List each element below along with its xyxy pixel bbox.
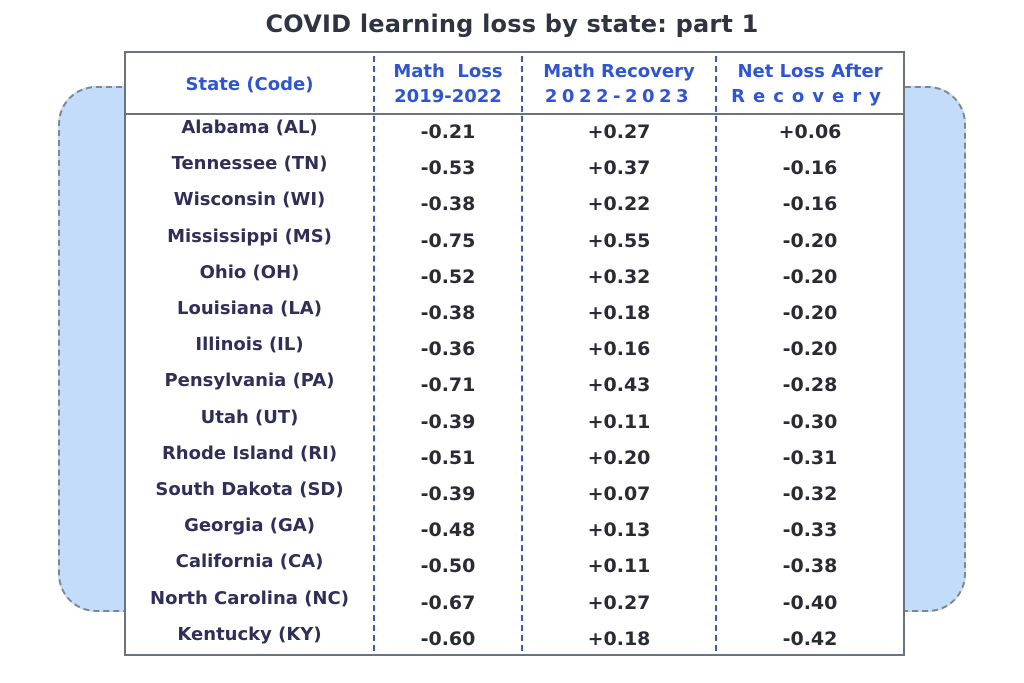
table-row: Ohio (OH) -0.52 +0.32 -0.20 bbox=[126, 259, 903, 295]
table-row: Louisiana (LA) -0.38 +0.18 -0.20 bbox=[126, 295, 903, 331]
column-header-line: State (Code) bbox=[185, 73, 314, 95]
header-divider bbox=[126, 113, 903, 115]
math-recovery-cell: +0.22 bbox=[587, 193, 651, 216]
table-row: Pensylvania (PA) -0.71 +0.43 -0.28 bbox=[126, 367, 903, 403]
state-cell: California (CA) bbox=[175, 551, 324, 573]
column-header-math-recovery: Math Recovery 2022-2023 bbox=[523, 57, 715, 111]
table-row: South Dakota (SD) -0.39 +0.07 -0.32 bbox=[126, 476, 903, 512]
math-loss-cell: -0.21 bbox=[420, 121, 476, 143]
math-loss-cell: -0.39 bbox=[420, 410, 476, 433]
table-row: Tennessee (TN) -0.53 +0.37 -0.16 bbox=[126, 150, 903, 186]
column-header-line: Recovery bbox=[731, 86, 889, 107]
column-header-state: State (Code) bbox=[126, 57, 373, 111]
state-cell: North Carolina (NC) bbox=[150, 587, 349, 609]
net-loss-cell: -0.20 bbox=[782, 302, 838, 324]
net-loss-cell: -0.42 bbox=[782, 627, 838, 650]
state-cell: South Dakota (SD) bbox=[155, 479, 344, 500]
table-row: Utah (UT) -0.39 +0.11 -0.30 bbox=[126, 404, 903, 440]
column-divider bbox=[373, 56, 375, 651]
math-loss-cell: -0.38 bbox=[420, 193, 476, 216]
math-loss-cell: -0.39 bbox=[420, 483, 476, 505]
column-header-net-loss: Net Loss After Recovery bbox=[717, 57, 903, 111]
math-recovery-cell: +0.18 bbox=[587, 302, 651, 324]
state-cell: Pensylvania (PA) bbox=[164, 370, 335, 392]
math-recovery-cell: +0.07 bbox=[587, 483, 651, 505]
table-row: Alabama (AL) -0.21 +0.27 +0.06 bbox=[126, 114, 903, 150]
math-loss-cell: -0.48 bbox=[420, 519, 476, 542]
column-header-math-loss: Math Loss 2019-2022 bbox=[375, 57, 521, 111]
table-row: North Carolina (NC) -0.67 +0.27 -0.40 bbox=[126, 585, 903, 621]
math-recovery-cell: +0.27 bbox=[587, 591, 651, 614]
net-loss-cell: -0.20 bbox=[782, 265, 838, 288]
column-divider bbox=[521, 56, 523, 651]
math-loss-cell: -0.60 bbox=[420, 627, 476, 650]
math-recovery-cell: +0.37 bbox=[587, 157, 651, 180]
net-loss-cell: -0.38 bbox=[782, 555, 838, 578]
math-loss-cell: -0.51 bbox=[420, 446, 476, 469]
data-table: State (Code) Math Loss 2019-2022 Math Re… bbox=[124, 51, 905, 656]
math-loss-cell: -0.50 bbox=[420, 555, 476, 578]
math-loss-cell: -0.53 bbox=[420, 157, 476, 180]
table-row: Kentucky (KY) -0.60 +0.18 -0.42 bbox=[126, 621, 903, 657]
column-header-line: 2022-2023 bbox=[544, 86, 694, 107]
state-cell: Kentucky (KY) bbox=[177, 623, 322, 645]
state-cell: Louisiana (LA) bbox=[177, 298, 322, 319]
math-recovery-cell: +0.11 bbox=[587, 410, 651, 433]
net-loss-cell: +0.06 bbox=[778, 121, 842, 143]
column-header-line: Net Loss After bbox=[737, 61, 883, 82]
math-recovery-cell: +0.16 bbox=[587, 338, 651, 361]
state-cell: Wisconsin (WI) bbox=[173, 189, 326, 211]
state-cell: Georgia (GA) bbox=[184, 515, 315, 537]
math-recovery-cell: +0.27 bbox=[587, 121, 651, 143]
table-row: California (CA) -0.50 +0.11 -0.38 bbox=[126, 548, 903, 584]
table-row: Rhode Island (RI) -0.51 +0.20 -0.31 bbox=[126, 440, 903, 476]
math-recovery-cell: +0.32 bbox=[587, 265, 651, 288]
net-loss-cell: -0.16 bbox=[782, 193, 838, 216]
net-loss-cell: -0.32 bbox=[782, 483, 838, 505]
table-row: Georgia (GA) -0.48 +0.13 -0.33 bbox=[126, 512, 903, 548]
state-cell: Mississippi (MS) bbox=[167, 225, 332, 247]
state-cell: Rhode Island (RI) bbox=[161, 442, 338, 464]
table-row: Mississippi (MS) -0.75 +0.55 -0.20 bbox=[126, 223, 903, 259]
table-row: Illinois (IL) -0.36 +0.16 -0.20 bbox=[126, 331, 903, 367]
net-loss-cell: -0.30 bbox=[782, 410, 838, 433]
column-header-line: 2019-2022 bbox=[394, 86, 502, 107]
state-cell: Illinois (IL) bbox=[195, 334, 304, 356]
column-header-line: Math Recovery bbox=[543, 61, 695, 82]
math-loss-cell: -0.36 bbox=[420, 338, 476, 361]
math-loss-cell: -0.38 bbox=[420, 302, 476, 324]
math-recovery-cell: +0.18 bbox=[587, 627, 651, 650]
net-loss-cell: -0.40 bbox=[782, 591, 838, 614]
math-loss-cell: -0.71 bbox=[420, 374, 476, 397]
column-divider bbox=[715, 56, 717, 651]
net-loss-cell: -0.20 bbox=[782, 338, 838, 361]
state-cell: Ohio (OH) bbox=[199, 261, 300, 283]
net-loss-cell: -0.20 bbox=[782, 229, 838, 252]
math-recovery-cell: +0.20 bbox=[587, 446, 651, 469]
state-cell: Tennessee (TN) bbox=[171, 153, 328, 175]
math-recovery-cell: +0.11 bbox=[587, 555, 651, 578]
column-header-line: Math Loss bbox=[393, 61, 503, 82]
math-loss-cell: -0.75 bbox=[420, 229, 476, 252]
state-cell: Alabama (AL) bbox=[181, 117, 318, 138]
table-row: Wisconsin (WI) -0.38 +0.22 -0.16 bbox=[126, 186, 903, 222]
math-recovery-cell: +0.43 bbox=[587, 374, 651, 397]
net-loss-cell: -0.28 bbox=[782, 374, 838, 397]
net-loss-cell: -0.33 bbox=[782, 519, 838, 542]
math-loss-cell: -0.67 bbox=[420, 591, 476, 614]
net-loss-cell: -0.31 bbox=[782, 446, 838, 469]
math-loss-cell: -0.52 bbox=[420, 265, 476, 288]
math-recovery-cell: +0.55 bbox=[587, 229, 651, 252]
chart-title: COVID learning loss by state: part 1 bbox=[265, 10, 759, 38]
state-cell: Utah (UT) bbox=[200, 406, 299, 428]
math-recovery-cell: +0.13 bbox=[587, 519, 651, 542]
net-loss-cell: -0.16 bbox=[782, 157, 838, 180]
